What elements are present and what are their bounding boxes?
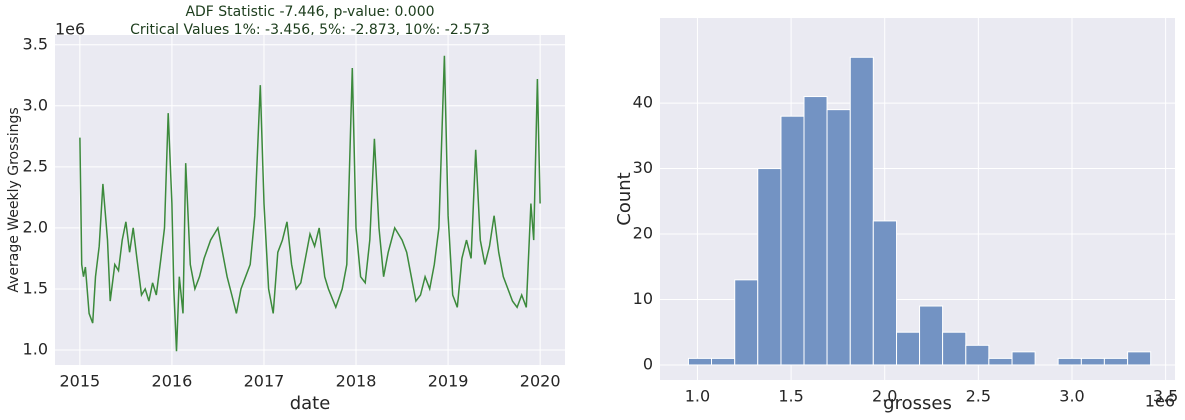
x-tick-label: 2.0 (872, 387, 897, 406)
y-tick-label: 3.0 (23, 95, 48, 114)
histogram-bar (988, 357, 1013, 366)
x-tick-label: 2015 (59, 372, 100, 391)
y-tick-label: 2.0 (23, 217, 48, 236)
y-axis-label: Count (614, 172, 635, 225)
histogram-bar (896, 331, 921, 366)
histogram-bar (1057, 357, 1082, 366)
histogram-bar (965, 344, 990, 366)
x-axis-label: grosses (883, 393, 952, 414)
histogram-bar (687, 357, 712, 366)
x-tick-label: 2.5 (966, 387, 991, 406)
y-tick-label: 1.5 (23, 278, 48, 297)
histogram-bar (849, 56, 874, 366)
chart-title: ADF Statistic -7.446, p-value: 0.000 (185, 4, 434, 20)
axis-offset: 1e6 (1145, 392, 1175, 411)
histogram-bar (780, 115, 805, 366)
x-tick-label: 3.0 (1059, 387, 1084, 406)
histogram-bar (757, 168, 782, 366)
plot-area (55, 35, 565, 365)
axis-offset: 1e6 (55, 20, 85, 39)
histogram-bar (872, 220, 898, 366)
x-tick-label: 2016 (152, 372, 193, 391)
histogram-bar (826, 109, 851, 366)
histogram-bar (803, 96, 828, 366)
chart-subtitle: Critical Values 1%: -3.456, 5%: -2.873, … (130, 22, 490, 38)
y-tick-label: 2.5 (23, 156, 48, 175)
y-tick-label: 1.0 (23, 339, 48, 358)
y-tick-label: 0 (643, 354, 653, 373)
y-tick-label: 30 (633, 158, 653, 177)
x-tick-label: 1.0 (685, 387, 710, 406)
histogram-bar (711, 357, 736, 366)
histogram-bar (1080, 357, 1105, 366)
x-tick-label: 2019 (428, 372, 469, 391)
x-axis-label: date (290, 393, 331, 414)
histogram-bar (1011, 351, 1036, 366)
histogram-bar (919, 305, 944, 366)
x-tick-label: 1.5 (778, 387, 803, 406)
x-tick-label: 2017 (244, 372, 285, 391)
histogram-bar (1103, 357, 1129, 366)
y-tick-label: 20 (633, 224, 653, 243)
x-tick-label: 2020 (520, 372, 561, 391)
histogram-bar (942, 331, 967, 366)
y-axis-label: Average Weekly Grossings (6, 107, 22, 292)
x-tick-label: 2018 (336, 372, 377, 391)
x-tick-label: 3.5 (1153, 387, 1178, 406)
y-tick-label: 3.5 (23, 34, 48, 53)
y-tick-label: 10 (633, 289, 653, 308)
y-tick-label: 40 (633, 93, 653, 112)
histogram-bar (1127, 351, 1152, 366)
histogram-bar (734, 279, 759, 366)
data-line (79, 55, 541, 352)
